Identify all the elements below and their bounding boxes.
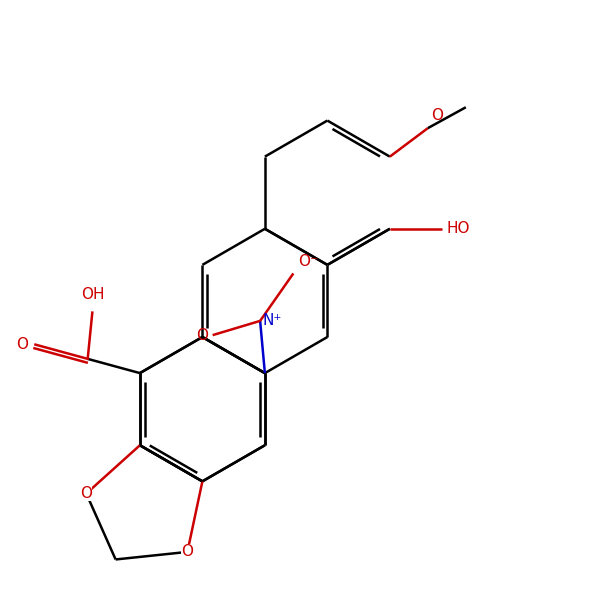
Text: O: O <box>16 337 28 352</box>
Text: HO: HO <box>447 221 470 236</box>
Text: O: O <box>80 486 92 501</box>
Text: O: O <box>196 328 208 343</box>
Text: O: O <box>181 544 193 559</box>
Text: N⁺: N⁺ <box>263 313 283 328</box>
Text: O: O <box>431 109 443 124</box>
Text: OH: OH <box>80 287 104 302</box>
Text: O⁻: O⁻ <box>298 254 318 269</box>
